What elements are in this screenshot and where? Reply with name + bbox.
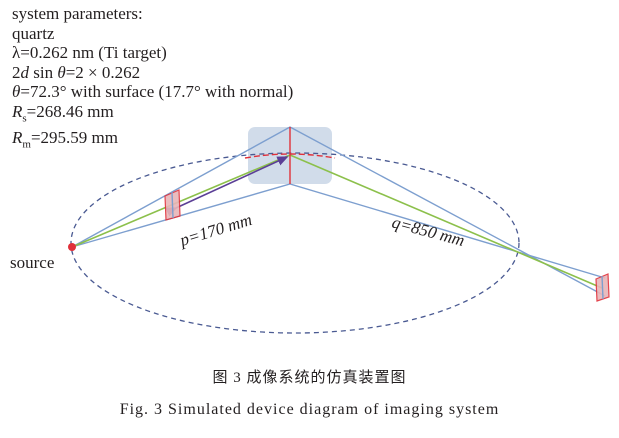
angle-rest: =72.3° with surface (17.7° with normal) [20,82,294,101]
rm-val: =295.59 mm [30,128,118,148]
rm-sub: m [22,138,31,151]
caption-english: Fig. 3 Simulated device diagram of imagi… [119,401,500,418]
rowland-ellipse [70,152,520,334]
params-wavelength: λ=0.262 nm (Ti target) [12,43,167,62]
params-rm: Rm=295.59 mm [12,128,293,155]
p-arrow [165,156,289,217]
right-detector-icon [595,273,610,302]
bragg-theta: θ [57,62,66,82]
angle-theta: θ [12,82,21,101]
crystal-icon [244,127,336,184]
p-label: p=170 mm [177,210,255,250]
bragg-prefix: 2 [12,62,21,82]
params-rs: Rs=268.46 mm [12,102,293,129]
params-crystal: quartz [12,23,55,43]
params-bragg: 2d sin θ=2 × 0.262 [12,63,293,83]
q-label: q=850 mm [390,213,467,251]
system-parameters: system parameters: quartz λ=0.262 nm (Ti… [12,4,293,155]
green-ray [71,154,603,289]
source-label: source [10,253,54,272]
caption-chinese: 图 3 成像系统的仿真装置图 [212,370,407,386]
params-heading: system parameters: [12,4,143,23]
bragg-mid: sin [29,62,58,82]
rs-r: R [12,101,23,121]
left-detector-icon [164,189,181,221]
rm-r: R [12,128,23,148]
bragg-rest: =2 × 0.262 [65,62,141,82]
bragg-d: d [20,62,30,82]
params-angle: θ=72.3° with surface (17.7° with normal) [12,82,293,102]
rs-val: =268.46 mm [26,101,114,121]
rs-sub: s [22,111,27,124]
blue-rays [71,126,606,297]
source-point [68,243,76,251]
